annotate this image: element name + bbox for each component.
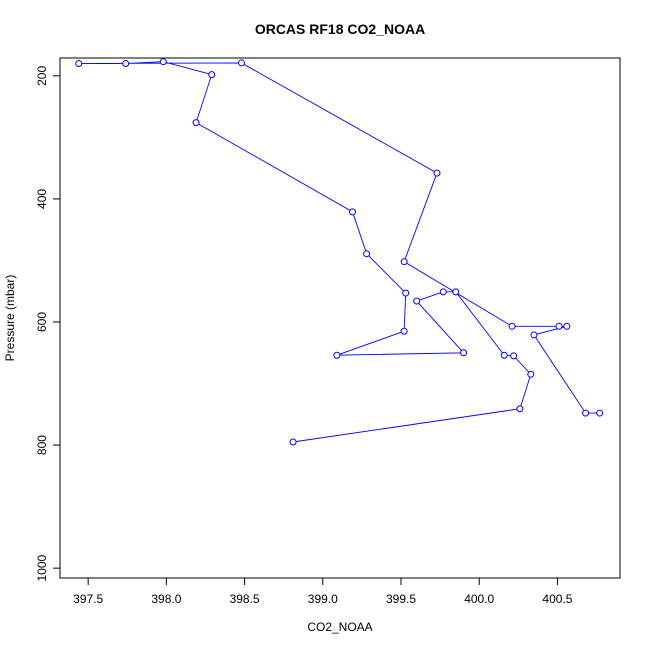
data-point: [500, 351, 508, 359]
data-point: [289, 438, 297, 446]
data-point: [75, 60, 83, 68]
y-tick-label: 200: [35, 66, 49, 86]
data-point: [439, 288, 447, 296]
chart-title: ORCAS RF18 CO2_NOAA: [255, 21, 425, 37]
data-point: [413, 297, 421, 305]
data-point: [192, 119, 200, 127]
y-tick-label: 600: [35, 312, 49, 332]
x-tick-label: 400.5: [542, 592, 572, 606]
series-line: [78, 61, 600, 443]
x-tick-label: 398.5: [230, 592, 260, 606]
x-tick-label: 399.0: [308, 592, 338, 606]
data-point: [510, 352, 518, 360]
data-point: [452, 288, 460, 296]
data-point: [582, 409, 590, 417]
data-point: [516, 405, 524, 413]
data-point: [530, 331, 538, 339]
x-tick-label: 398.0: [151, 592, 181, 606]
data-point: [237, 59, 245, 67]
data-point: [596, 409, 604, 417]
data-point: [508, 322, 516, 330]
data-point: [349, 208, 357, 216]
data-point: [527, 370, 535, 378]
x-axis-label: CO2_NOAA: [307, 620, 372, 634]
data-point: [563, 322, 571, 330]
y-tick-label: 400: [35, 189, 49, 209]
y-tick-label: 1000: [35, 554, 49, 581]
y-tick-label: 800: [35, 435, 49, 455]
x-tick-label: 397.5: [73, 592, 103, 606]
data-point: [159, 58, 167, 66]
data-point: [460, 349, 468, 357]
data-point: [208, 71, 216, 79]
data-point: [400, 258, 408, 266]
plot-frame: [59, 57, 621, 579]
data-point: [333, 351, 341, 359]
series: [75, 58, 604, 446]
data-point: [433, 169, 441, 177]
x-tick-label: 400.0: [464, 592, 494, 606]
data-point: [400, 327, 408, 335]
data-point: [555, 322, 563, 330]
y-axis-label: Pressure (mbar): [3, 275, 17, 362]
data-point: [402, 289, 410, 297]
data-point: [363, 250, 371, 258]
x-tick-label: 399.5: [386, 592, 416, 606]
data-point: [122, 60, 130, 68]
